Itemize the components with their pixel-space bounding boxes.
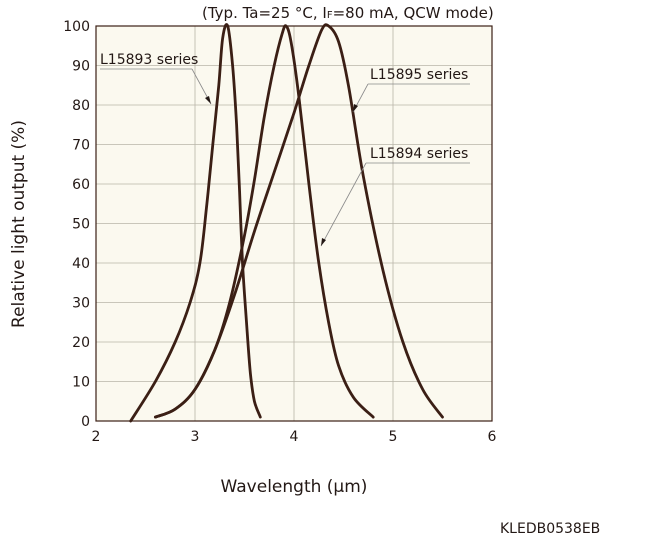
y-tick-label: 10 [72, 375, 90, 391]
series-label-l15895: L15895 series [352, 67, 470, 113]
y-tick-label: 40 [72, 256, 90, 272]
leader-line-l15894-diag [320, 162, 367, 247]
x-axis-title: Wavelength (μm) [221, 477, 368, 497]
y-axis-title: Relative light output (%) [9, 120, 29, 328]
series-line-l15895 [154, 23, 444, 419]
y-tick-label: 80 [72, 98, 90, 114]
leader-arrow-l15893 [205, 96, 211, 104]
y-tick-label: 0 [81, 414, 90, 430]
label-l15893: L15893 series [100, 52, 198, 68]
measurement-condition: (Typ. Ta=25 °C, IF=80 mA, QCW mode) [202, 4, 494, 22]
x-tick-label: 5 [389, 429, 398, 445]
y-tick-label: 100 [63, 19, 90, 35]
series-label-l15893: L15893 series [100, 52, 212, 105]
figure-code: KLEDB0538EB [500, 521, 600, 537]
y-tick-label: 70 [72, 138, 90, 154]
series-line-l15893 [129, 23, 262, 423]
condition-suffix: =80 mA, QCW mode) [333, 4, 494, 22]
x-tick-label: 6 [488, 429, 497, 445]
y-tick-label: 30 [72, 296, 90, 312]
y-tick-label: 20 [72, 335, 90, 351]
series-label-l15894: L15894 series [320, 146, 470, 247]
x-tick-label: 4 [290, 429, 299, 445]
x-tick-label: 2 [92, 429, 101, 445]
leader-arrow-l15895 [353, 104, 358, 112]
condition-prefix: (Typ. Ta=25 °C, I [202, 4, 327, 22]
label-l15895: L15895 series [370, 67, 468, 83]
y-tick-label: 60 [72, 177, 90, 193]
label-l15894: L15894 series [370, 146, 468, 162]
x-tick-label: 3 [191, 429, 200, 445]
grid [96, 26, 492, 421]
plot-frame [95, 25, 493, 422]
leader-arrow-l15894 [321, 238, 326, 246]
y-tick-label: 90 [72, 59, 90, 75]
curves [129, 23, 444, 423]
y-tick-label: 50 [72, 217, 90, 233]
condition-subscript: F [327, 10, 333, 21]
